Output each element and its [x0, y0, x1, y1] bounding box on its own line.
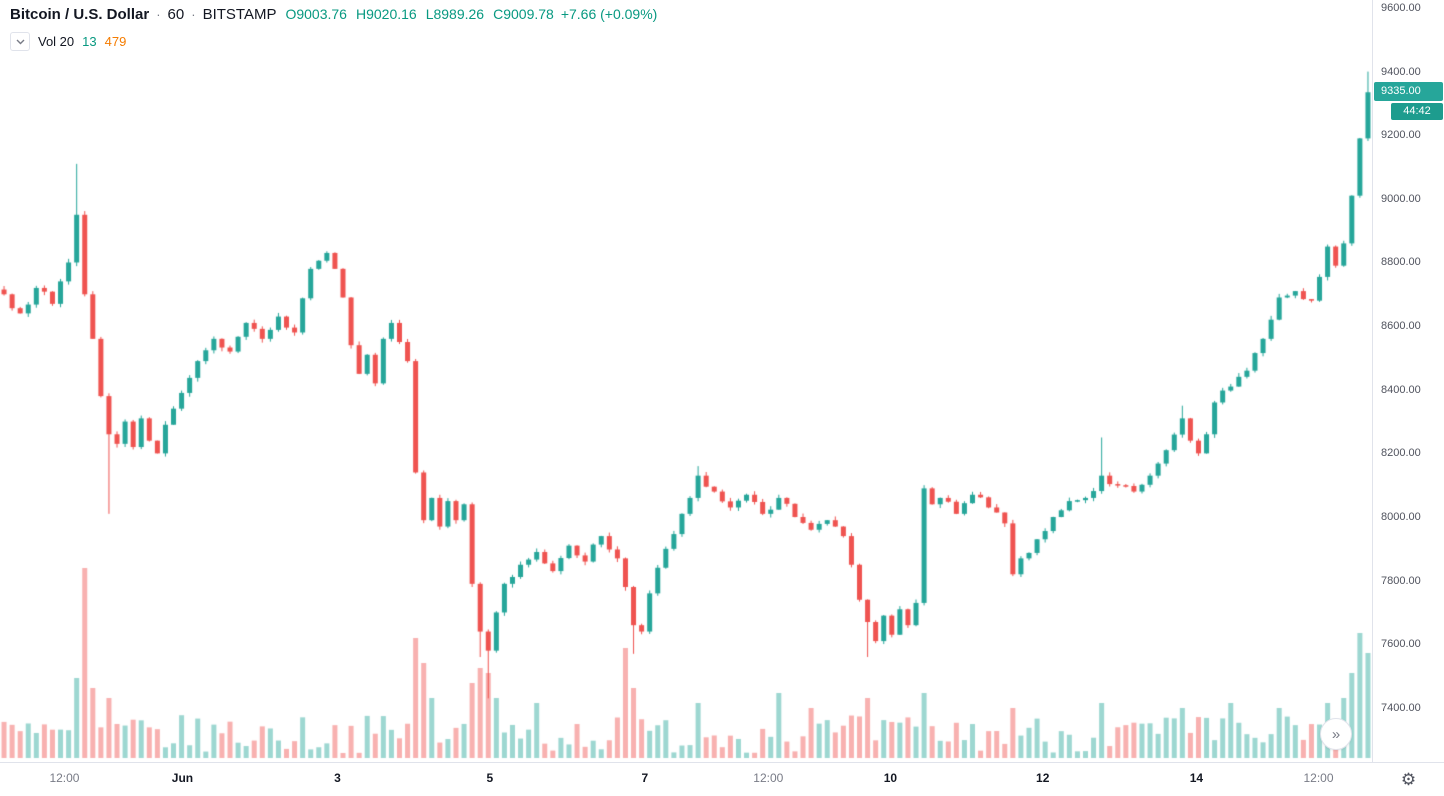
- price-tick-label: 7800.00: [1381, 574, 1421, 587]
- time-tick-label: 7: [641, 771, 649, 785]
- chart-area: Bitcoin / U.S. Dollar · 60 · BITSTAMP O9…: [0, 0, 1372, 762]
- price-tick-label: 8600.00: [1381, 320, 1421, 333]
- separator-dot: ·: [191, 7, 196, 22]
- ohlc-high: H9020.16: [355, 6, 417, 22]
- time-axis[interactable]: 12:00 Jun 3 5 7 12:00 10 12 14 12:00: [0, 763, 1372, 796]
- ohlc-open: O9003.76: [285, 6, 347, 22]
- price-axis[interactable]: 9335.00 44:42 9600.00 9400.00 9200.00 9000.…: [1373, 0, 1444, 762]
- legend: Bitcoin / U.S. Dollar · 60 · BITSTAMP O9…: [10, 6, 657, 51]
- symbol-title[interactable]: Bitcoin / U.S. Dollar: [10, 6, 150, 23]
- time-tick-label: 12:00: [49, 771, 80, 785]
- axis-horizontal-separator: [0, 762, 1444, 763]
- price-chart-canvas[interactable]: [0, 0, 1372, 762]
- price-tick-label: 8800.00: [1381, 256, 1421, 269]
- axis-corner: ⚙: [1373, 763, 1444, 796]
- price-tick-label: 9600.00: [1381, 1, 1421, 14]
- price-tick-label: 9200.00: [1381, 129, 1421, 142]
- time-tick-label: 3: [334, 771, 341, 785]
- price-change: +7.66 (+0.09%): [560, 6, 658, 22]
- volume-ma-value-2: 479: [104, 34, 127, 49]
- ohlc-close: C9009.78: [493, 6, 554, 22]
- price-tick-label: 8000.00: [1381, 511, 1421, 523]
- time-tick-label: 14: [1189, 771, 1204, 785]
- price-tick-label: 8400.00: [1381, 383, 1421, 396]
- price-tick-label: 7600.00: [1381, 638, 1421, 651]
- countdown-label: 44:42: [1391, 103, 1443, 121]
- volume-indicator-label[interactable]: Vol 20: [38, 34, 75, 49]
- gear-icon[interactable]: ⚙: [1400, 769, 1417, 789]
- chevron-down-icon: [16, 39, 25, 45]
- interval-label[interactable]: 60: [167, 6, 185, 23]
- axis-vertical-separator: [1372, 0, 1373, 762]
- volume-ma-value-1: 13: [82, 34, 97, 49]
- separator-dot: ·: [156, 7, 161, 22]
- price-tick-label: 9000.00: [1381, 192, 1421, 205]
- time-tick-label: 10: [883, 771, 898, 785]
- time-tick-label: 12:00: [1303, 771, 1334, 785]
- time-tick-label: 12:00: [753, 771, 784, 785]
- time-tick-label: Jun: [171, 771, 194, 785]
- exchange-label[interactable]: BITSTAMP: [202, 6, 277, 23]
- price-tick-label: 7400.00: [1381, 701, 1421, 714]
- price-tick-label: 9400.00: [1381, 65, 1421, 78]
- symbol-legend-row: Bitcoin / U.S. Dollar · 60 · BITSTAMP O9…: [10, 6, 657, 23]
- price-tick-label: 8200.00: [1381, 447, 1421, 460]
- scroll-to-realtime-button[interactable]: »: [1320, 718, 1352, 750]
- volume-collapse-button[interactable]: [10, 32, 30, 51]
- volume-legend-row: Vol 20 13 479: [10, 32, 657, 51]
- ohlc-low: L8989.26: [425, 6, 485, 22]
- time-tick-label: 5: [486, 771, 494, 785]
- time-tick-label: 12: [1036, 771, 1050, 785]
- last-price-label: 9335.00: [1374, 82, 1443, 102]
